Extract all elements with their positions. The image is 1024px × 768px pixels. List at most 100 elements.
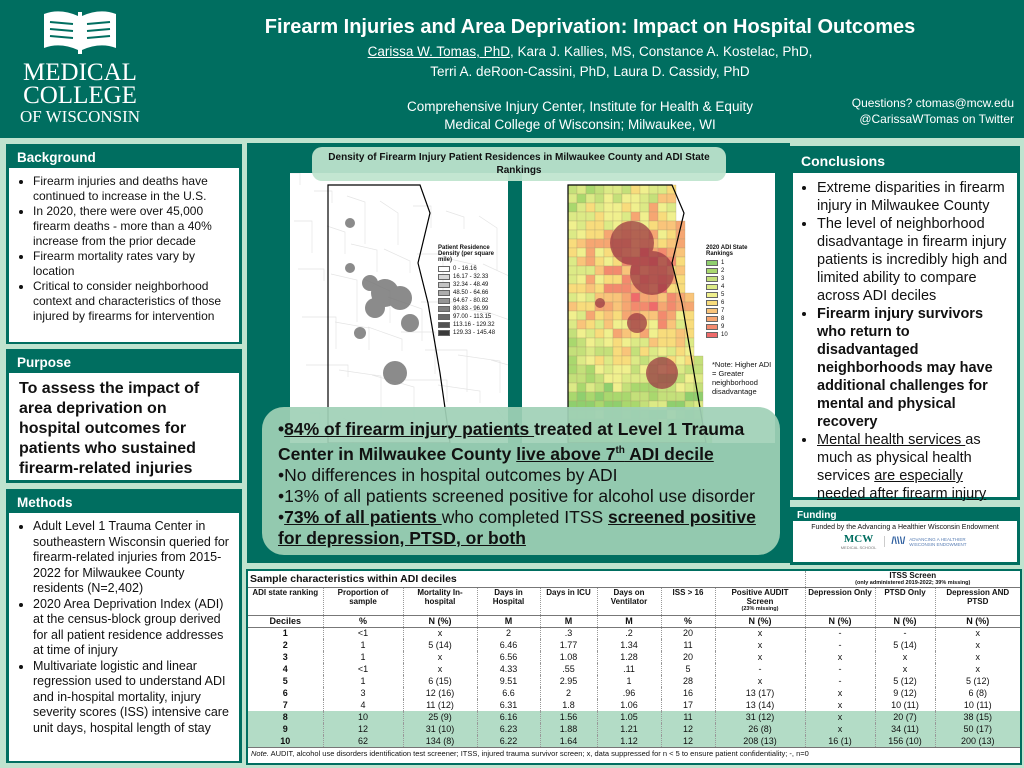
column-header: PTSD Only <box>874 587 935 615</box>
twitter-handle[interactable]: @CarissaWTomas on Twitter <box>859 112 1014 126</box>
logo-line: COLLEGE <box>23 82 137 109</box>
table-cell: 6.16 <box>476 711 540 723</box>
table-cell: 20 <box>660 651 715 663</box>
table-cell: 11 <box>660 639 715 651</box>
legend-item: 113.16 - 129.32 <box>438 321 508 329</box>
table-cell: - <box>804 675 875 687</box>
legend-swatch <box>706 300 718 306</box>
table-cell: 1 <box>322 639 403 651</box>
table-cell: 208 (13) <box>714 735 805 747</box>
table-cell: 1.28 <box>596 651 661 663</box>
column-header: ADI state ranking <box>252 587 319 597</box>
table-cell: x <box>402 627 477 639</box>
table-row: 4 <1 x 4.33.55.11 5- - x x <box>248 663 1020 675</box>
funding-heading: Funding <box>797 510 837 521</box>
table-cell: 20 (7) <box>874 711 935 723</box>
header: MEDICAL COLLEGE OF WISCONSIN Firearm Inj… <box>0 0 1024 138</box>
legend-label: 8 <box>721 316 725 322</box>
legend-item: 16.17 - 32.33 <box>438 273 508 281</box>
unit-header: N (%) <box>804 615 875 627</box>
legend-label: 1 <box>721 260 725 266</box>
unit-header: N (%) <box>714 615 805 627</box>
legend-item: 97.00 - 113.15 <box>438 313 508 321</box>
legend-item: 10 <box>706 331 772 339</box>
density-map: Patient Residence Density (per square mi… <box>290 172 534 472</box>
table-cell: 6.6 <box>476 687 540 699</box>
table-cell: 1.56 <box>539 711 597 723</box>
table-cell: 6.23 <box>476 723 540 735</box>
density-blob <box>354 327 366 339</box>
methods-item: Multivariate logistic and linear regress… <box>33 659 231 737</box>
column-header: Days on Ventilator <box>596 587 661 615</box>
legend-swatch <box>438 290 450 296</box>
legend-item: 9 <box>706 323 772 331</box>
table-cell: 1.08 <box>539 651 597 663</box>
table-cell: .55 <box>539 663 597 675</box>
legend-label: 10 <box>721 332 728 338</box>
table-row: 10 62 134 (8) 6.22 1.64 1.12 12 208 (13) 16 (1) 1… <box>248 735 1020 747</box>
decile-cell: 8 <box>248 711 323 723</box>
legend-label: 7 <box>721 308 725 314</box>
background-item: In 2020, there were over 45,000 firearm … <box>33 204 231 249</box>
table-cell: 10 <box>322 711 403 723</box>
table-cell: 1.34 <box>596 639 661 651</box>
unit-header: % <box>322 615 403 627</box>
table-cell: 6.56 <box>476 651 540 663</box>
legend-item: 129.33 - 145.48 <box>438 329 508 337</box>
legend-swatch <box>706 332 718 338</box>
contact-email[interactable]: Questions? ctomas@mcw.edu <box>851 96 1014 110</box>
adi-legend: 2020 ADI State Rankings 1 2 3 4 5 6 7 8 9 10 <box>706 245 772 339</box>
legend-swatch <box>706 324 718 330</box>
maps-title: Density of Firearm Injury Patient Reside… <box>312 147 726 181</box>
unit-header: N (%) <box>402 615 477 627</box>
methods-item: Adult Level 1 Trauma Center in southeast… <box>33 519 231 597</box>
legend-swatch <box>438 282 450 288</box>
background-section: Background Firearm injuries and deaths h… <box>6 144 242 344</box>
conclusions-section: Conclusions Extreme disparities in firea… <box>790 146 1020 502</box>
table-cell: x <box>714 675 805 687</box>
table-cell: 1.06 <box>596 699 661 711</box>
logo-line: MEDICAL <box>23 59 137 86</box>
legend-label: 97.00 - 113.15 <box>453 314 492 320</box>
legend-swatch <box>438 314 450 320</box>
funding-section: Funding Funded by the Advancing a Health… <box>790 507 1020 565</box>
table-cell: x <box>934 663 1020 675</box>
table-note: Note. AUDIT, alcohol use disorders ident… <box>248 747 1020 759</box>
conclusion-item: Extreme disparities in firearm injury in… <box>817 179 1009 215</box>
table-cell: x <box>804 723 875 735</box>
table-cell: 1 <box>322 675 403 687</box>
legend-label: 6 <box>721 300 725 306</box>
mcw-logo-small: MCW MEDICAL SCHOOL <box>840 533 877 550</box>
table-cell: 16 <box>660 687 715 699</box>
legend-item: 1 <box>706 259 772 267</box>
legend-label: 0 - 16.16 <box>453 266 477 272</box>
table-cell: 1.05 <box>596 711 661 723</box>
legend-label: 80.83 - 96.99 <box>453 306 489 312</box>
key-findings-callout: •84% of firearm injury patients treated … <box>262 407 780 555</box>
table-cell: 5 (14) <box>874 639 935 651</box>
poster-title: Firearm Injuries and Area Deprivation: I… <box>264 16 916 38</box>
legend-swatch <box>438 298 450 304</box>
table-cell: 25 (9) <box>402 711 477 723</box>
table-cell: 1.21 <box>596 723 661 735</box>
table-cell: 11 (12) <box>402 699 477 711</box>
table-cell: 2 <box>539 687 597 699</box>
table-cell: .3 <box>539 627 597 639</box>
table-cell: 13 (17) <box>714 687 805 699</box>
table-cell: 10 (11) <box>934 699 1020 711</box>
legend-item: 3 <box>706 275 772 283</box>
table-cell: 11 <box>660 711 715 723</box>
legend-label: 32.34 - 48.49 <box>453 282 489 288</box>
table-cell: x <box>804 687 875 699</box>
unit-header: Deciles <box>269 616 302 626</box>
density-blob <box>401 314 419 332</box>
table-cell: 5 <box>660 663 715 675</box>
table-cell: - <box>804 663 875 675</box>
decile-cell: 10 <box>248 735 323 747</box>
table-cell: 38 (15) <box>934 711 1020 723</box>
conclusions-heading: Conclusions <box>793 149 1017 173</box>
funding-body: Funded by the Advancing a Healthier Wisc… <box>793 521 1017 562</box>
table-cell: .96 <box>596 687 661 699</box>
